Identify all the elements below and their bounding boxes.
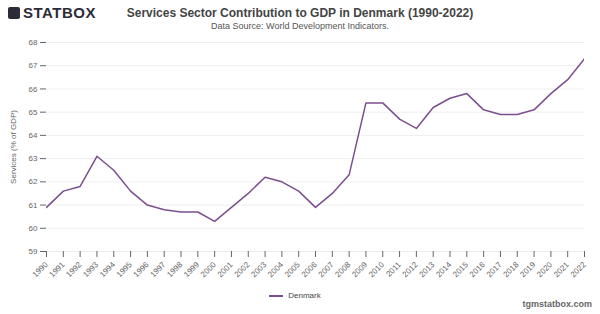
svg-text:Services (% of GDP): Services (% of GDP): [9, 110, 18, 184]
svg-text:59: 59: [29, 247, 38, 256]
svg-text:2007: 2007: [317, 260, 336, 279]
svg-text:67: 67: [29, 61, 38, 70]
svg-text:2021: 2021: [552, 260, 571, 279]
svg-text:2018: 2018: [502, 260, 521, 279]
html-text:tgmstatbox.com: tgmstatbox.com: [522, 299, 592, 309]
svg-text:1994: 1994: [98, 260, 117, 279]
svg-text:2019: 2019: [518, 260, 537, 279]
svg-text:2022: 2022: [569, 260, 588, 279]
svg-text:2008: 2008: [333, 260, 352, 279]
svg-text:63: 63: [29, 154, 38, 163]
svg-text:2009: 2009: [350, 260, 369, 279]
svg-text:60: 60: [29, 224, 38, 233]
svg-text:2013: 2013: [417, 260, 436, 279]
html-text:Data Source: World Development: Data Source: World Development Indicator…: [211, 21, 389, 31]
svg-text:64: 64: [29, 131, 38, 140]
svg-text:2011: 2011: [384, 260, 403, 279]
svg-text:2003: 2003: [249, 260, 268, 279]
svg-text:2004: 2004: [266, 260, 285, 279]
svg-text:2006: 2006: [300, 260, 319, 279]
html-text:STATBOX: STATBOX: [23, 4, 96, 21]
svg-text:1996: 1996: [132, 260, 151, 279]
svg-text:61: 61: [29, 201, 38, 210]
svg-text:1992: 1992: [64, 260, 83, 279]
svg-text:2015: 2015: [451, 260, 470, 279]
svg-text:1998: 1998: [165, 260, 184, 279]
html-text:Services Sector Contribution t: Services Sector Contribution to GDP in D…: [126, 6, 474, 20]
svg-text:2017: 2017: [485, 260, 504, 279]
svg-text:2020: 2020: [535, 260, 554, 279]
svg-text:1990: 1990: [31, 260, 50, 279]
svg-text:2001: 2001: [216, 260, 235, 279]
svg-text:62: 62: [29, 177, 38, 186]
svg-text:1999: 1999: [182, 260, 201, 279]
svg-text:65: 65: [29, 108, 38, 117]
html-text:Denmark: Denmark: [288, 291, 321, 300]
svg-text:66: 66: [29, 85, 38, 94]
svg-text:1991: 1991: [48, 260, 67, 279]
svg-text:2005: 2005: [283, 260, 302, 279]
svg-text:2000: 2000: [199, 260, 218, 279]
svg-text:1997: 1997: [148, 260, 167, 279]
svg-text:2002: 2002: [233, 260, 252, 279]
svg-text:1995: 1995: [115, 260, 134, 279]
svg-text:2010: 2010: [367, 260, 386, 279]
svg-text:68: 68: [29, 38, 38, 47]
svg-text:1993: 1993: [81, 260, 100, 279]
svg-text:2014: 2014: [434, 260, 453, 279]
svg-text:2012: 2012: [401, 260, 420, 279]
svg-text:2016: 2016: [468, 260, 487, 279]
